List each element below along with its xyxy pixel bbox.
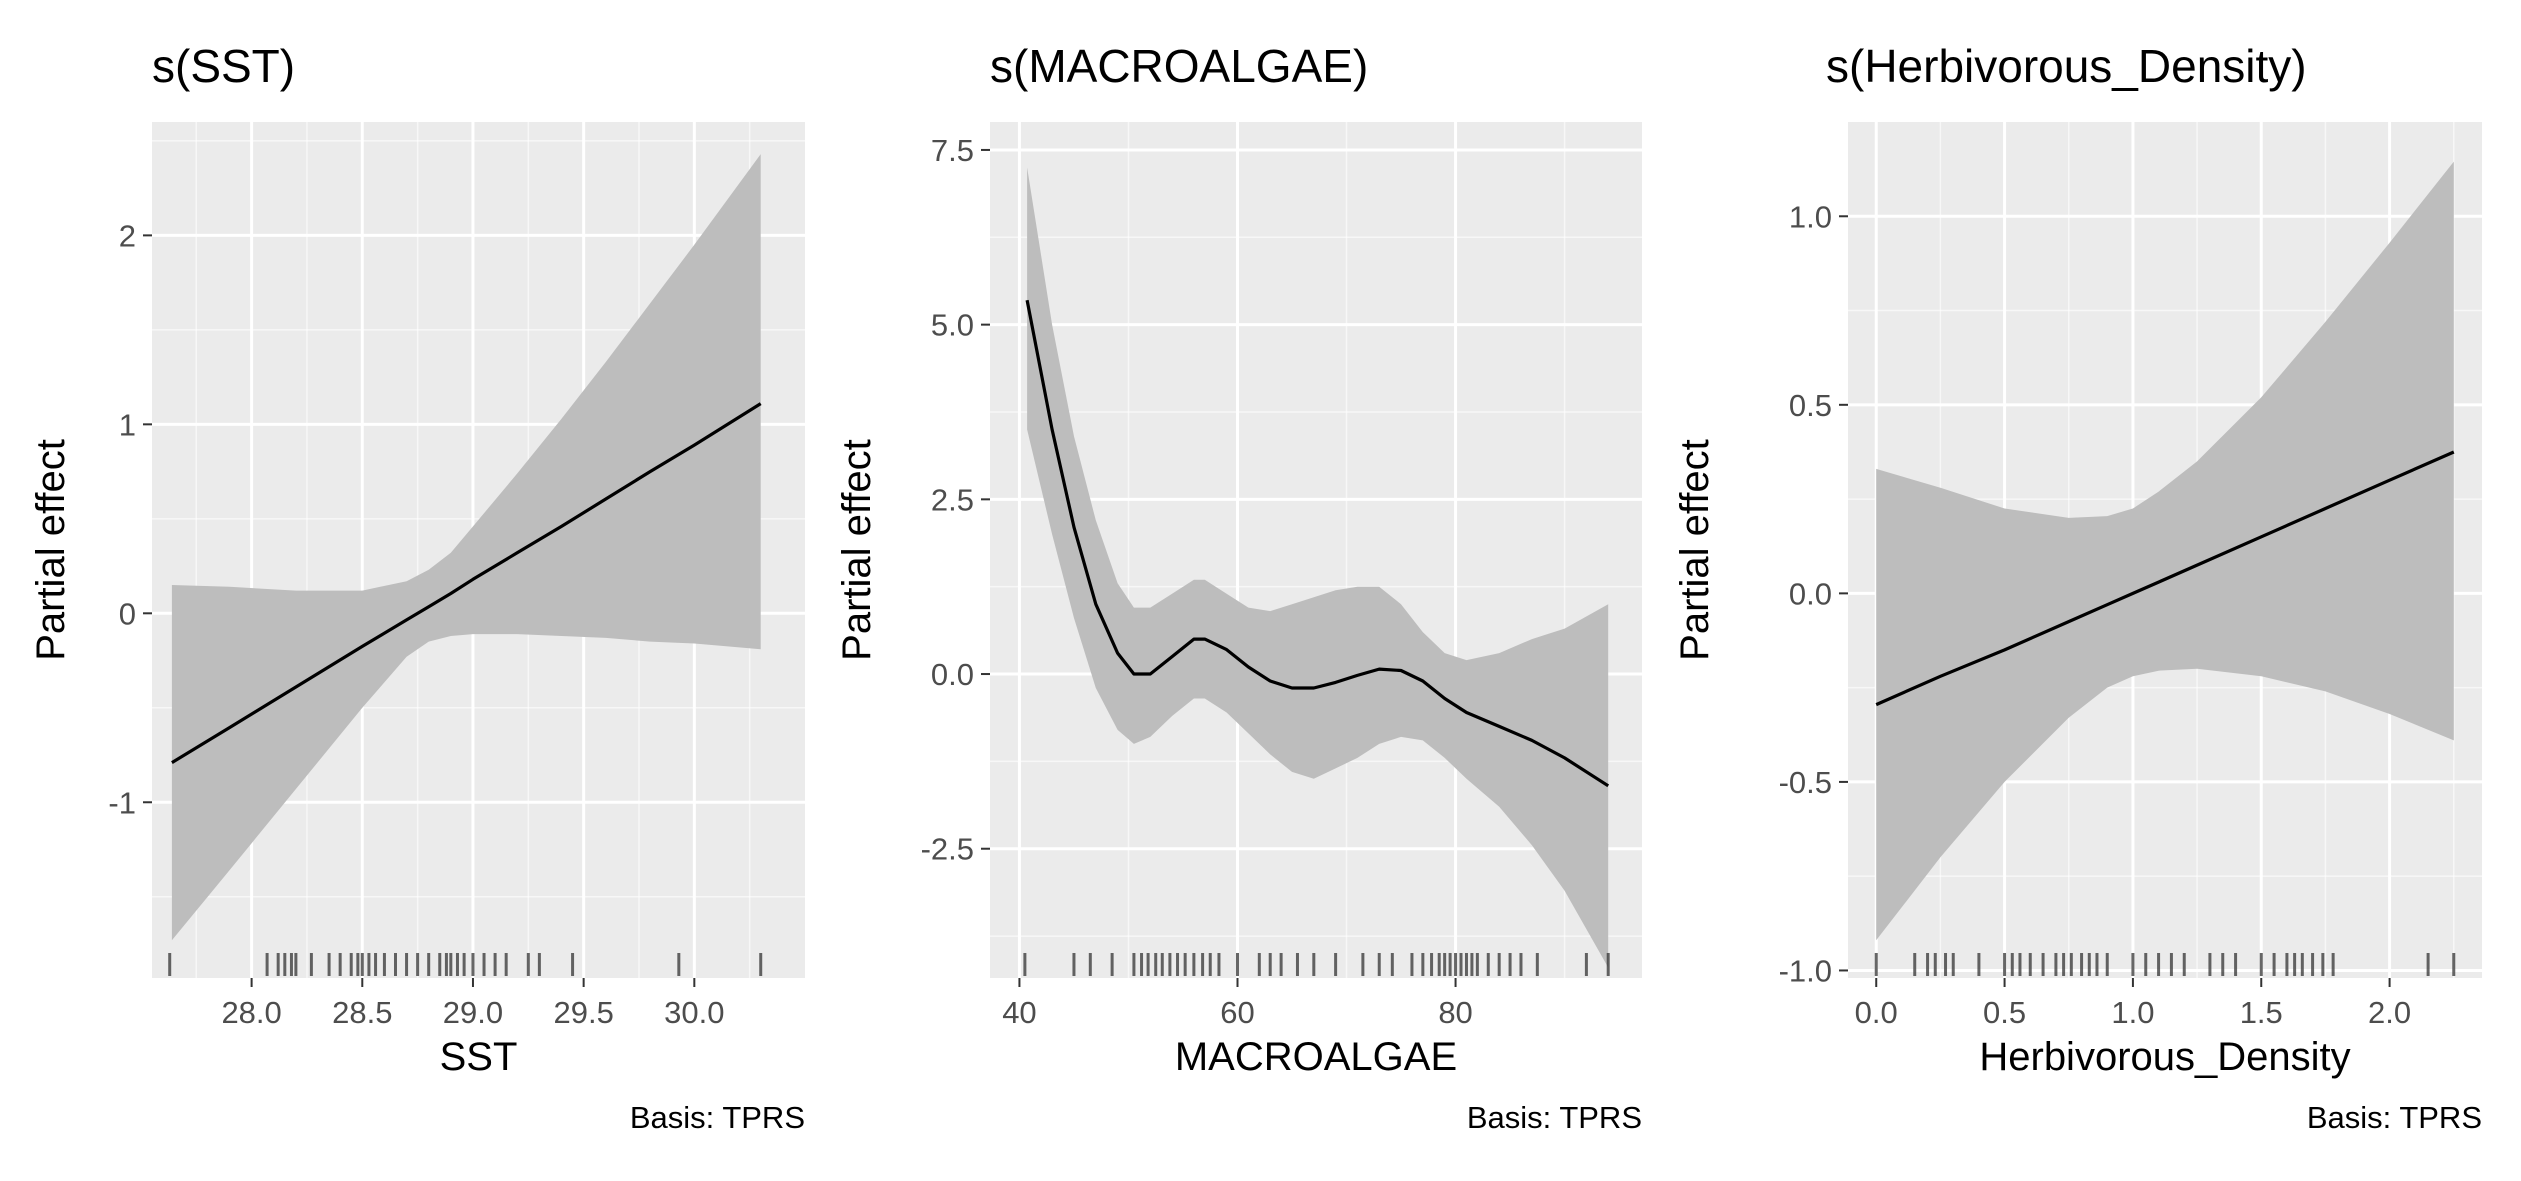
partial-effect-line [171,402,762,764]
y-tick-label: 2 [119,218,136,253]
basis-caption: Basis: TPRS [630,1100,805,1135]
x-tick-label: 29.0 [443,995,503,1030]
y-axis-title: Partial effect [835,439,879,661]
x-tick-label: 0.5 [1983,995,2026,1030]
x-tick-label: 40 [1002,995,1036,1030]
x-axis-title: SST [440,1035,518,1079]
y-axis-title: Partial effect [1673,439,1717,661]
confidence-ribbon [1876,161,2454,941]
y-tick-label: -1 [108,785,136,820]
y-tick-label: -1.0 [1779,953,1832,988]
x-tick-label: 28.5 [332,995,392,1030]
confidence-ribbon [171,154,761,941]
y-tick-label: -2.5 [921,832,974,867]
y-tick-label: -0.5 [1779,765,1832,800]
x-tick-label: 60 [1220,995,1254,1030]
x-tick-label: 2.0 [2368,995,2411,1030]
panel-title: s(SST) [152,40,295,92]
x-axis-title: Herbivorous_Density [1979,1035,2350,1079]
x-tick-label: 0.0 [1855,995,1898,1030]
basis-caption: Basis: TPRS [2307,1100,2482,1135]
partial-effect-line [1025,299,1610,788]
x-axis-title: MACROALGAE [1175,1035,1457,1079]
rug [1023,953,1610,976]
x-tick-label: 1.5 [2240,995,2283,1030]
panel-title: s(MACROALGAE) [990,40,1368,92]
y-tick-label: 5.0 [931,308,974,343]
x-tick-label: 29.5 [553,995,613,1030]
y-tick-label: 0.0 [1789,576,1832,611]
confidence-ribbon [1027,167,1609,968]
y-tick-label: 0.0 [931,657,974,692]
x-tick-label: 28.0 [221,995,281,1030]
y-tick-label: 1 [119,407,136,442]
rug [168,953,763,976]
partial-effect-line [1875,450,2455,707]
y-tick-label: 0.5 [1789,388,1832,423]
y-tick-label: 2.5 [931,482,974,517]
y-tick-label: 0 [119,596,136,631]
panel-title: s(Herbivorous_Density) [1826,40,2307,92]
x-tick-label: 30.0 [664,995,724,1030]
x-tick-label: 1.0 [2111,995,2154,1030]
rug [1874,953,2456,976]
y-tick-label: 7.5 [931,133,974,168]
y-axis-title: Partial effect [29,439,73,661]
panel-1: 28.0 28.5 29.0 29.5 30.0 -1 0 1 2 s(SST) SST Partia… [29,40,805,1135]
basis-caption: Basis: TPRS [1467,1100,1642,1135]
y-tick-label: 1.0 [1789,199,1832,234]
x-tick-label: 80 [1438,995,1472,1030]
panel-2: 40 60 80 -2.5 0.0 2.5 5.0 7.5 s(MACROALGAE) MACRO… [835,40,1642,1135]
panel-3: 0.0 0.5 1.0 1.5 2.0 -1.0 -0.5 0.0 0.5 1.0 s(Herbiv… [1673,40,2482,1135]
